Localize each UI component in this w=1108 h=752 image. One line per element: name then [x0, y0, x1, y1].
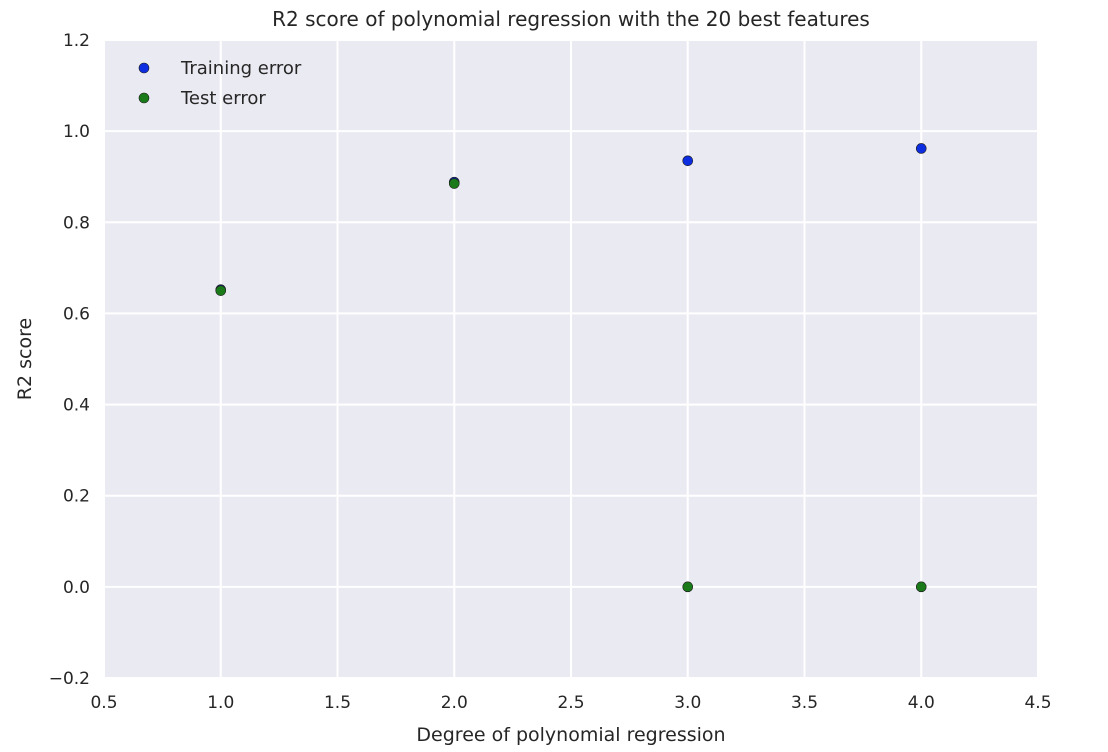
data-points: [215, 143, 927, 593]
chart-title: R2 score of polynomial regression with t…: [272, 7, 870, 31]
legend-marker: [138, 62, 150, 74]
x-axis-label: Degree of polynomial regression: [416, 724, 725, 746]
y-tick-label: 0.6: [63, 304, 90, 324]
data-point-test: [682, 581, 694, 593]
data-point-training: [682, 155, 694, 167]
x-tick-label: 2.0: [441, 693, 468, 713]
y-tick-label: 0.0: [63, 578, 90, 598]
x-tick-label: 1.0: [207, 693, 234, 713]
data-point-test: [448, 178, 460, 189]
data-point-training: [915, 143, 927, 154]
x-tick-label: 1.5: [324, 693, 351, 713]
legend: Training error Test error: [138, 58, 302, 109]
x-tick-label: 0.5: [90, 693, 117, 713]
y-tick-label: −0.2: [49, 669, 90, 689]
legend-marker: [138, 92, 150, 104]
y-tick-label: 0.2: [63, 487, 90, 507]
x-tick-label: 2.5: [557, 693, 584, 713]
y-tick-label: 1.0: [63, 122, 90, 142]
legend-label: Test error: [180, 88, 266, 109]
legend-label: Training error: [180, 58, 302, 79]
y-tick-label: 0.4: [63, 396, 90, 416]
data-point-test: [215, 285, 227, 296]
x-tick-label: 3.0: [674, 693, 701, 713]
x-tick-label: 4.0: [908, 693, 935, 713]
x-tick-label: 4.5: [1024, 693, 1051, 713]
y-tick-label: 1.2: [63, 31, 90, 51]
y-tick-label: 0.8: [63, 213, 90, 233]
data-point-test: [915, 581, 927, 593]
y-axis-label: R2 score: [14, 318, 36, 400]
y-tick-labels: −0.2 0.0 0.2 0.4 0.6 0.8 1.0 1.2: [49, 31, 90, 689]
x-tick-labels: 0.5 1.0 1.5 2.0 2.5 3.0 3.5 4.0 4.5: [90, 693, 1051, 713]
x-tick-label: 3.5: [791, 693, 818, 713]
